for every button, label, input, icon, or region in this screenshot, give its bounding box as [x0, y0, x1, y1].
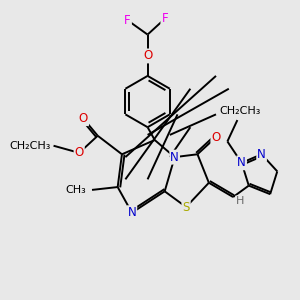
Text: N: N — [128, 206, 136, 219]
Text: CH₃: CH₃ — [66, 185, 86, 195]
Text: O: O — [212, 131, 220, 144]
Text: F: F — [124, 14, 131, 27]
Text: N: N — [257, 148, 266, 161]
Text: O: O — [75, 146, 84, 159]
Text: CH₂CH₃: CH₂CH₃ — [9, 141, 51, 151]
Text: S: S — [182, 200, 190, 214]
Text: N: N — [170, 151, 179, 164]
Text: N: N — [237, 156, 246, 169]
Text: O: O — [143, 50, 152, 62]
Text: F: F — [161, 12, 168, 26]
Text: O: O — [79, 112, 88, 125]
Text: CH₂CH₃: CH₂CH₃ — [220, 106, 261, 116]
Text: H: H — [236, 196, 244, 206]
